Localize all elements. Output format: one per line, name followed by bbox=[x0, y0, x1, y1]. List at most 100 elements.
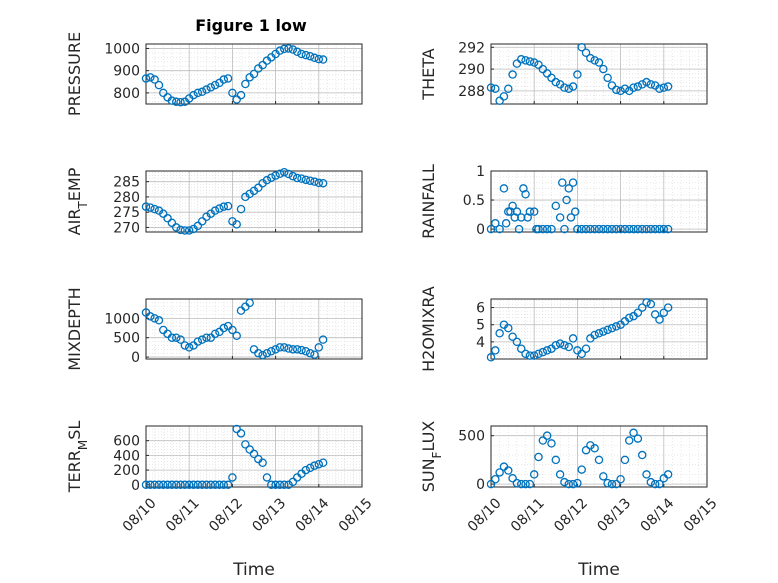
data-point bbox=[663, 303, 673, 312]
data-series bbox=[141, 424, 328, 490]
data-point bbox=[560, 477, 569, 487]
data-point bbox=[167, 480, 177, 490]
data-point bbox=[146, 73, 155, 82]
axes-box bbox=[145, 298, 363, 360]
data-point bbox=[620, 84, 630, 93]
data-point bbox=[284, 44, 293, 53]
data-point bbox=[150, 480, 159, 490]
data-point bbox=[629, 428, 638, 438]
data-point bbox=[512, 207, 522, 216]
data-point bbox=[663, 82, 673, 91]
data-point bbox=[560, 83, 569, 92]
data-point bbox=[154, 480, 164, 490]
data-point bbox=[624, 224, 634, 234]
x-tick-label: 08/15 bbox=[336, 495, 376, 535]
data-point bbox=[646, 477, 656, 487]
data-point bbox=[159, 480, 168, 490]
data-point bbox=[564, 479, 574, 489]
data-point bbox=[534, 452, 543, 462]
data-point bbox=[547, 439, 556, 448]
data-point bbox=[150, 75, 159, 84]
data-point bbox=[529, 58, 539, 67]
data-point bbox=[590, 56, 599, 65]
data-point bbox=[292, 173, 302, 183]
data-point bbox=[612, 85, 621, 95]
axes-background bbox=[491, 44, 707, 104]
data-point bbox=[314, 54, 324, 64]
data-series bbox=[486, 178, 673, 234]
data-point bbox=[573, 224, 582, 234]
axes-background bbox=[146, 171, 362, 232]
data-point bbox=[499, 92, 509, 101]
data-point bbox=[581, 344, 591, 353]
y-tick-label: 600 bbox=[113, 434, 140, 450]
data-point bbox=[577, 349, 586, 359]
data-point bbox=[197, 87, 207, 97]
data-point bbox=[236, 429, 246, 438]
data-point bbox=[305, 51, 315, 61]
data-point bbox=[197, 335, 207, 344]
axes-background bbox=[146, 44, 362, 104]
y-tick-label: 4 bbox=[476, 335, 485, 351]
y-tick-label: 0 bbox=[131, 350, 140, 366]
data-point bbox=[314, 459, 324, 469]
data-point bbox=[612, 224, 621, 234]
y-axis-label: TERRMSL bbox=[65, 421, 90, 494]
data-point bbox=[577, 43, 586, 52]
data-point bbox=[568, 82, 578, 91]
data-point bbox=[301, 50, 311, 60]
data-point bbox=[555, 339, 565, 348]
data-point bbox=[236, 204, 246, 214]
data-point bbox=[197, 480, 207, 490]
data-point bbox=[318, 55, 328, 64]
data-point bbox=[633, 308, 643, 317]
data-point bbox=[275, 169, 285, 178]
data-point bbox=[542, 431, 552, 440]
data-point bbox=[607, 224, 617, 234]
y-tick-label: 270 bbox=[113, 220, 140, 236]
data-point bbox=[318, 335, 328, 344]
data-point bbox=[659, 224, 669, 234]
data-point bbox=[573, 478, 582, 488]
data-point bbox=[599, 472, 608, 481]
data-point bbox=[228, 88, 237, 98]
data-point bbox=[210, 480, 220, 490]
data-point bbox=[262, 473, 272, 482]
data-point bbox=[146, 480, 155, 490]
data-point bbox=[297, 174, 306, 183]
y-tick-label: 288 bbox=[458, 84, 485, 100]
data-point bbox=[560, 224, 569, 234]
data-point bbox=[176, 97, 185, 107]
data-point bbox=[521, 479, 530, 489]
data-point bbox=[525, 479, 535, 489]
data-point bbox=[292, 47, 302, 57]
data-point bbox=[495, 329, 504, 338]
data-point bbox=[271, 171, 280, 180]
data-point bbox=[184, 480, 194, 490]
axes-box bbox=[490, 170, 708, 233]
axes-background bbox=[491, 299, 707, 359]
data-point bbox=[267, 347, 276, 356]
data-point bbox=[275, 343, 285, 352]
data-point bbox=[495, 96, 504, 105]
y-tick-label: 1000 bbox=[104, 41, 140, 57]
data-point bbox=[202, 480, 211, 490]
axes-box bbox=[145, 425, 363, 488]
data-point bbox=[215, 480, 224, 490]
data-point bbox=[267, 173, 276, 182]
data-point bbox=[529, 207, 539, 216]
data-point bbox=[288, 477, 298, 487]
data-point bbox=[519, 184, 528, 193]
data-point bbox=[301, 347, 311, 356]
data-point bbox=[228, 325, 237, 335]
data-point bbox=[637, 224, 647, 234]
data-point bbox=[525, 57, 535, 66]
y-axis-label: H2OMIXRA bbox=[419, 286, 438, 372]
data-point bbox=[141, 74, 151, 83]
axes-box bbox=[490, 43, 708, 105]
data-point bbox=[581, 48, 591, 57]
data-point bbox=[232, 220, 241, 229]
axes-background bbox=[146, 426, 362, 487]
data-point bbox=[197, 217, 207, 226]
